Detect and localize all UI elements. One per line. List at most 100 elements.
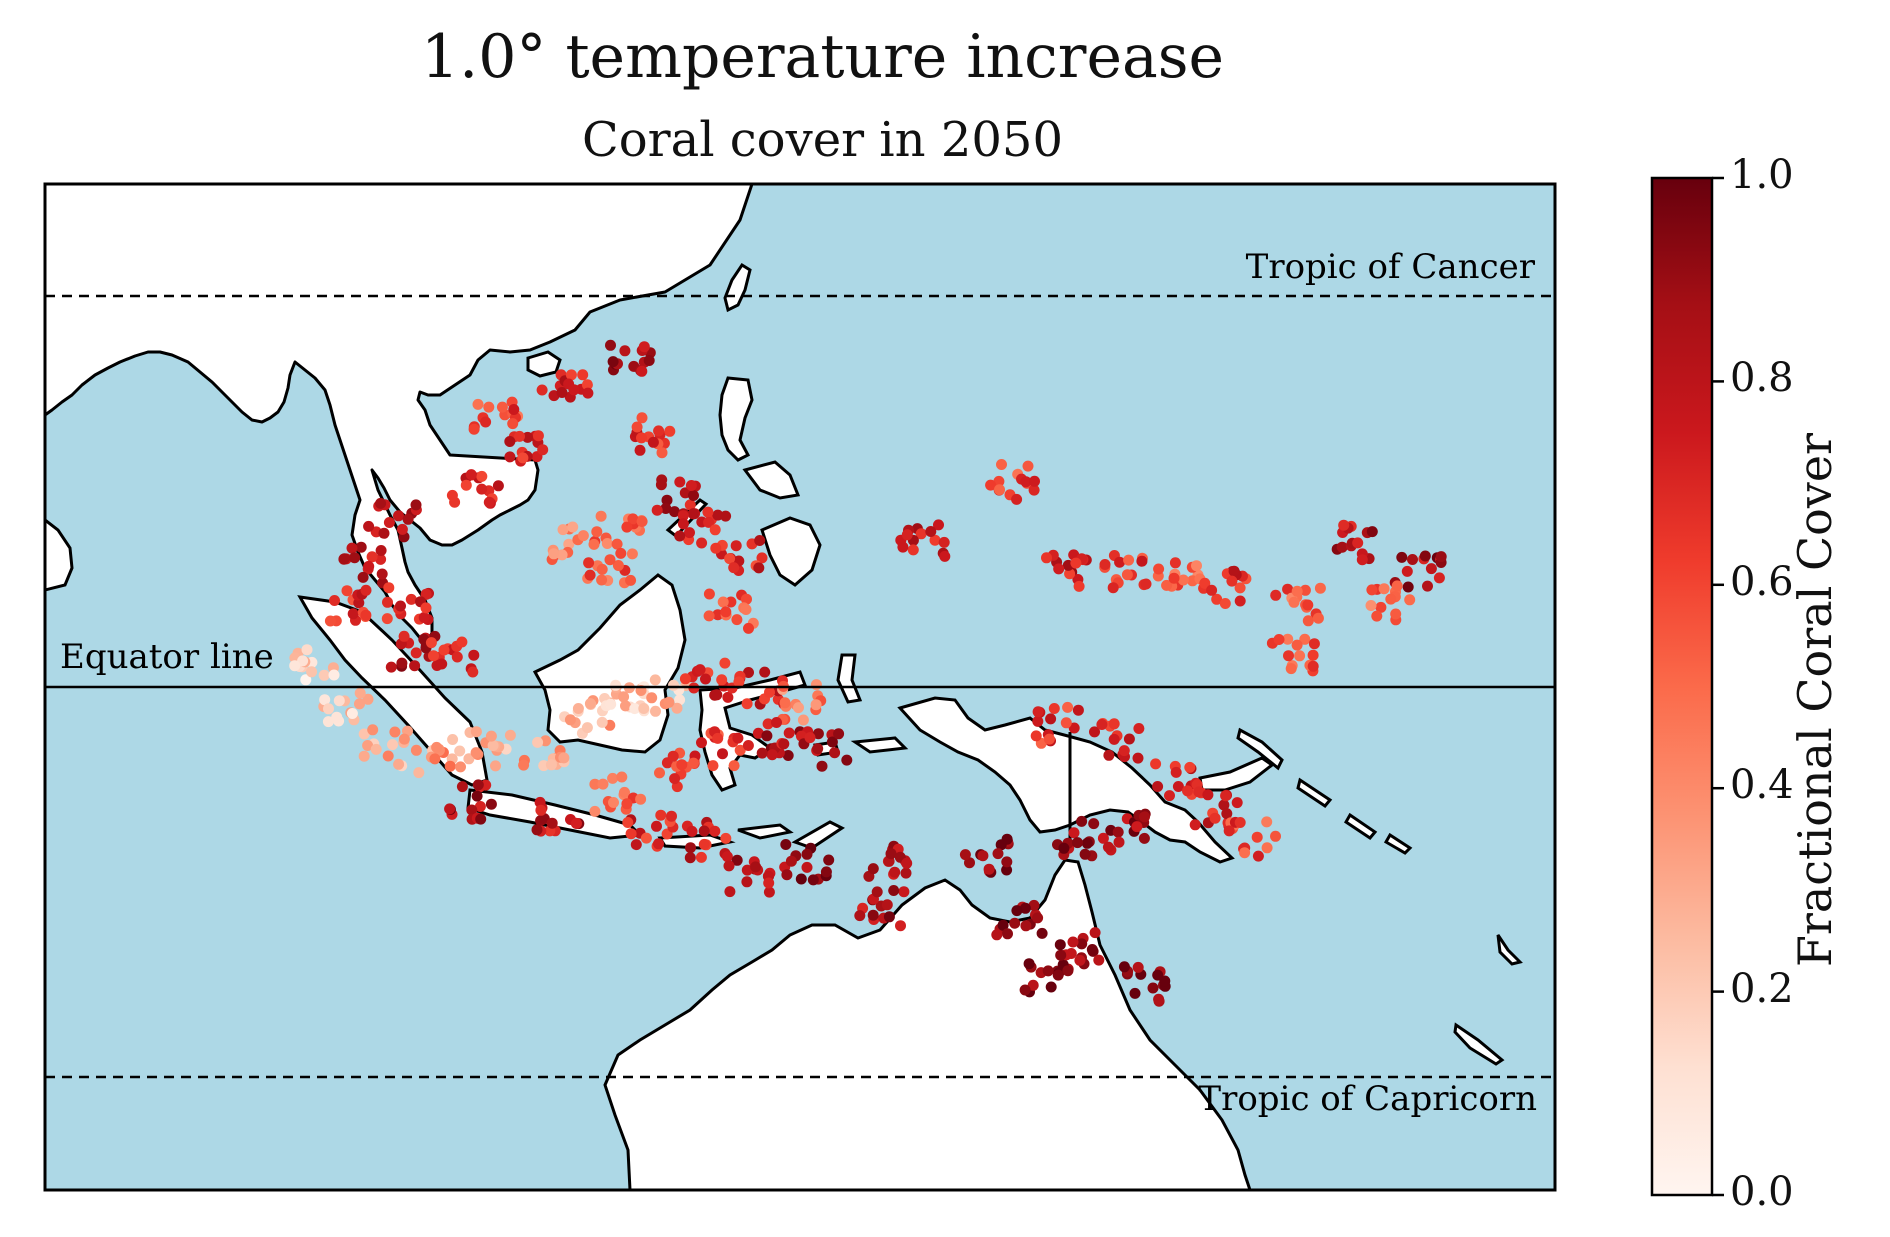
coral-point [577,530,589,542]
coral-point [1132,752,1144,764]
coral-point [707,760,719,772]
coral-point [588,538,600,550]
coral-point [398,630,410,642]
coral-point [885,848,897,860]
coral-point [605,698,617,710]
coral-point [684,852,696,864]
coral-point [612,560,624,571]
coral-point [778,738,790,750]
coral-point [1202,789,1214,801]
coral-point [724,553,736,565]
coral-point [557,524,569,536]
coral-point [360,609,372,621]
coral-point [518,759,530,771]
coral-point [545,759,557,771]
coral-point [619,345,631,357]
coral-point [607,772,619,784]
coral-point [703,588,715,600]
coral-point [804,732,816,744]
coral-point [695,851,707,863]
coral-point [1099,559,1111,570]
coral-point [564,714,576,726]
coral-point [468,649,480,661]
coral-point [306,666,318,678]
coral-point [1378,583,1390,595]
coral-point [1153,563,1165,575]
coral-point [565,369,577,381]
coral-point [710,542,722,554]
coral-point [410,499,422,511]
landmass-java [466,788,644,840]
coral-point [537,444,549,456]
coral-point [618,691,630,703]
coral-point [725,596,737,608]
coral-point [820,866,832,878]
coral-point [1425,563,1437,575]
coral-point [589,778,601,790]
coral-point [1366,584,1378,596]
coral-point [456,636,468,648]
coral-point [581,379,593,391]
coral-point [1027,979,1039,991]
coral-point [671,702,683,714]
coral-point [1193,786,1205,798]
coral-point [1097,832,1109,844]
coral-point [1288,596,1300,608]
coral-point [517,452,529,464]
coral-point [1048,703,1060,714]
coral-point [688,757,699,769]
coral-point [1401,565,1413,577]
coral-point [1239,847,1251,859]
tropic-of-cancer-label: Tropic of Cancer [1246,247,1536,287]
coral-point [339,553,350,565]
coral-point [608,797,619,808]
coral-point [1164,790,1175,802]
coral-point [595,510,607,522]
coral-point [522,431,534,443]
coral-point [698,838,710,850]
coral-point [1032,706,1044,718]
coral-point [395,600,406,612]
coral-point [756,747,768,759]
coral-point [867,909,879,921]
coral-point [504,729,516,741]
coral-point [429,753,441,765]
coral-point [1182,785,1193,797]
coral-point [393,758,405,770]
coral-point [474,801,486,812]
coral-point [451,651,463,663]
coral-point [667,750,679,762]
coral-point [349,552,361,564]
coral-point [420,602,432,614]
coral-point [684,527,695,539]
coral-point [702,506,714,518]
coral-point [382,596,393,608]
coral-point [1068,722,1080,734]
coral-point [743,667,754,678]
coral-point [650,705,661,717]
coral-point [535,804,547,816]
coral-point [684,499,696,511]
coral-point [717,748,728,760]
coral-point [728,760,740,772]
coral-point [1036,927,1048,939]
landmass-solomons-2 [1344,812,1378,840]
coral-point [398,733,410,745]
coral-point [1234,582,1246,594]
coral-point [663,696,675,708]
coral-point [696,737,707,749]
coral-point [1054,939,1066,951]
coral-point [721,851,733,863]
coral-point [323,703,334,715]
coral-point [700,673,711,685]
coral-point [1055,949,1067,961]
coral-point [318,669,330,681]
coral-point [653,425,665,437]
coral-point [465,469,477,481]
coral-point [741,593,752,605]
coral-point [468,423,480,435]
coral-point [490,760,501,772]
coral-point [687,508,699,520]
coral-point [591,526,603,538]
coral-point [487,740,499,751]
